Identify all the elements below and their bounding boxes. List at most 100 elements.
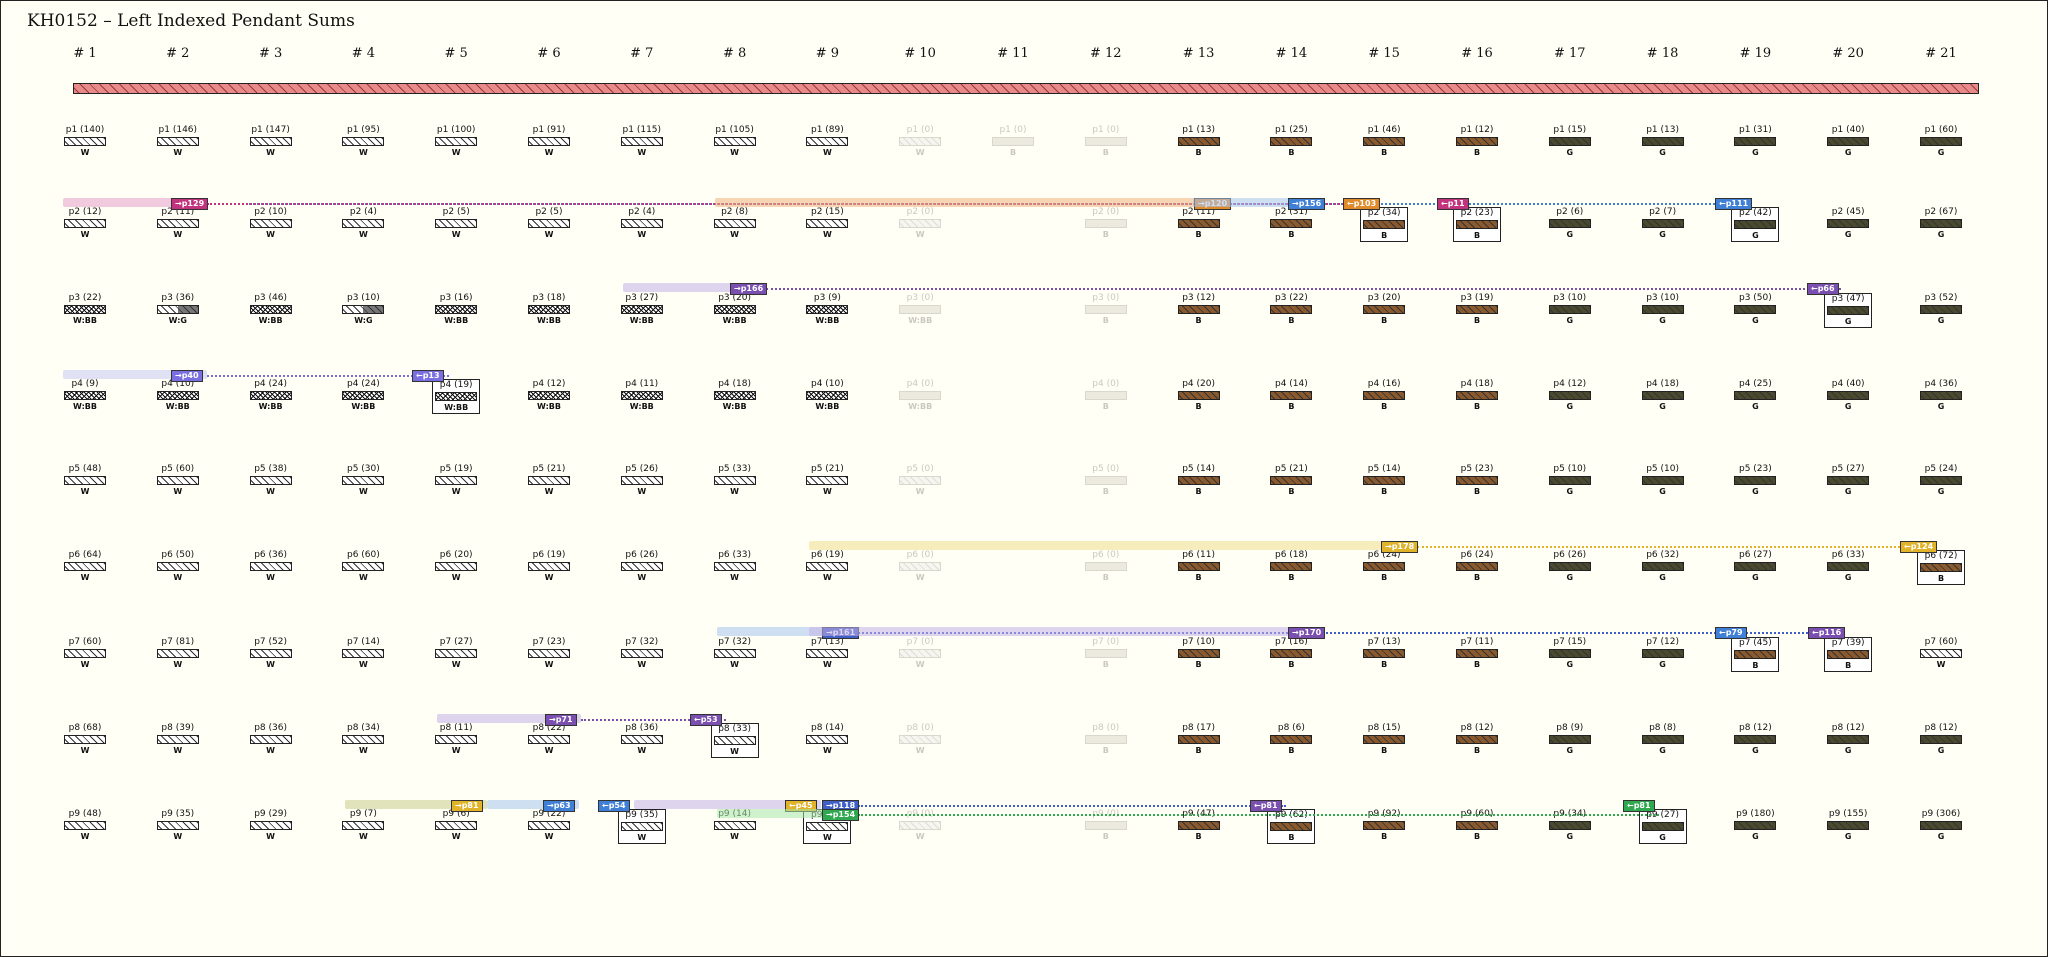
pendant-label: p8 (12) [1831,723,1865,733]
pendant-cord-swatch [528,476,570,485]
pendant-cell: p1 (0) W [875,125,965,158]
pendant-label: p7 (15) [1553,637,1587,647]
pendant-color-code: W [822,746,832,755]
pendant-cell: p5 (33) W [690,464,780,497]
pendant-color-code: W [266,230,275,239]
pendant-cord-swatch [806,305,849,314]
pendant-color-code: B [1102,660,1109,669]
pendant-label: p1 (40) [1831,125,1865,135]
pendant-cord-swatch [1734,137,1777,146]
pendant-cord-swatch [713,649,756,658]
pendant-cell: p7 (0) W [875,637,965,670]
pendant-cord-swatch [1270,476,1313,485]
pendant-cell: p9 (306) G [1896,809,1986,842]
pendant-cell: p5 (0) B [1061,464,1151,497]
column-header: # 14 [1275,46,1308,61]
pendant-color-code: B [1195,148,1202,157]
pendant-color-code: W:BB [258,402,283,411]
pendant-color-code: B [1195,746,1202,755]
pendant-color-code: G [1566,148,1574,157]
pendant-cell: p4 (25) G [1710,379,1800,412]
pendant-label: p3 (27) [625,293,659,303]
pendant-label: p5 (33) [718,464,751,474]
pendant-label: p4 (24) [347,379,380,389]
pendant-cord-swatch [156,821,199,830]
sum-range-bar [63,370,207,379]
pendant-label: p5 (10) [1646,464,1679,474]
pendant-cord-swatch [1270,391,1313,400]
pendant-color-code: B [1473,573,1481,582]
pendant-cell: p7 (81) W [133,637,223,670]
pendant-color-code: W [544,832,554,841]
pendant-cell: p4 (24) W:BB [318,379,408,412]
pendant-color-code: B [1195,402,1202,411]
pendant-label: p8 (17) [1182,723,1215,733]
pendant-cell: p8 (8) G [1618,723,1708,756]
pendant-label: p3 (10) [1553,293,1587,303]
pendant-color-code: W [915,746,925,755]
pendant-cell: p1 (25) B [1246,125,1336,158]
pendant-cord-swatch [435,821,478,830]
pendant-label: p6 (72) [1924,551,1958,561]
pendant-label: p3 (47) [1831,294,1865,304]
sum-range-bar [809,541,1417,550]
pendant-cell: p2 (7) G [1618,207,1708,240]
pendant-color-code: B [1288,660,1295,669]
pendant-cord-swatch [1548,305,1591,314]
pendant-label: p7 (13) [811,637,844,647]
pendant-color-code: W [173,487,183,496]
pendant-cell: p2 (15) W [782,207,872,240]
pendant-label: p9 (48) [68,809,102,819]
pendant-label: p7 (60) [68,637,102,647]
pendant-color-code: W [730,832,739,841]
sum-tag: →p71 [545,714,577,726]
pendant-color-code: W [915,660,925,669]
pendant-cord-swatch [620,137,663,146]
pendant-label: p7 (23) [532,637,566,647]
pendant-cell: p1 (0) B [1061,125,1151,158]
pendant-cord-swatch [1084,735,1127,744]
pendant-color-code: B [1288,402,1295,411]
pendant-cord-swatch [1456,821,1498,830]
pendant-label: p6 (33) [718,550,751,560]
pendant-label: p1 (13) [1182,125,1215,135]
pendant-color-code: W [358,230,368,239]
pendant-cord-swatch [1734,650,1777,659]
pendant-cell: p7 (32) W [690,637,780,670]
column-header: # 5 [444,46,468,61]
pendant-cell: p6 (36) W [226,550,316,583]
pendant-cord-swatch [528,391,570,400]
pendant-cell: p7 (11) B [1432,637,1522,670]
pendant-color-code: W [266,746,275,755]
pendant-label: p5 (14) [1367,464,1401,474]
pendant-cell: p5 (21) B [1246,464,1336,497]
pendant-label: p1 (115) [622,125,662,135]
pendant-cord-swatch [1920,476,1962,485]
pendant-cord-swatch [249,821,292,830]
pendant-cord-swatch [1363,305,1406,314]
pendant-cell: p8 (0) B [1061,723,1151,756]
pendant-cord-swatch [249,391,292,400]
pendant-label: p7 (32) [625,637,659,647]
pendant-cell: p4 (16) B [1339,379,1429,412]
pendant-label: p4 (19) [439,380,473,390]
pendant-cell: p7 (0) B [1061,637,1151,670]
pendant-label: p4 (12) [532,379,566,389]
pendant-label: p8 (8) [1649,723,1677,733]
pendant-label: p8 (12) [1739,723,1772,733]
pendant-cell: p4 (14) B [1246,379,1336,412]
sum-link-line [858,805,1286,807]
pendant-cell: p7 (45) B [1710,637,1800,672]
pendant-cord-swatch [1641,137,1684,146]
pendant-cell: p6 (19) W [782,550,872,583]
pendant-label: p5 (23) [1739,464,1772,474]
pendant-cell: p2 (34) B [1339,207,1429,242]
pendant-label: p6 (19) [811,550,844,560]
sum-tag: ←p11 [1437,198,1469,210]
pendant-cord-swatch [1548,649,1591,658]
pendant-label: p7 (10) [1182,637,1215,647]
pendant-cord-swatch [620,822,663,831]
pendant-label: p2 (12) [68,207,102,217]
pendant-cord-swatch [1920,137,1962,146]
pendant-cord-swatch [1456,735,1498,744]
